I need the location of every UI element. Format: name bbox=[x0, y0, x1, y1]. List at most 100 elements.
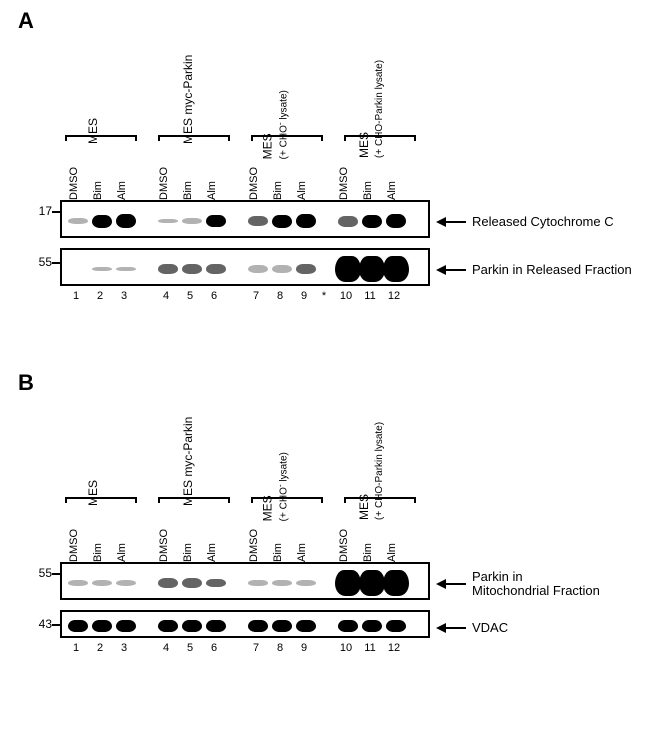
blot-band bbox=[158, 264, 178, 274]
blot-band bbox=[383, 570, 409, 596]
blot-band bbox=[386, 620, 406, 632]
blot-band bbox=[68, 620, 88, 632]
blot-band bbox=[116, 267, 136, 271]
lane-number: 4 bbox=[154, 642, 178, 654]
treatment-label: Bim bbox=[272, 181, 284, 200]
treatment-label: Alm bbox=[386, 181, 398, 200]
treatment-label: DMSO bbox=[338, 529, 350, 562]
group-label-sub: (+ CHO- lysate) bbox=[279, 90, 290, 159]
lane-number: 11 bbox=[358, 642, 382, 654]
group-bar bbox=[344, 497, 416, 499]
blot-band bbox=[359, 256, 385, 282]
mw-marker: 43 bbox=[24, 617, 52, 631]
blot-band bbox=[296, 264, 316, 274]
blot-band bbox=[338, 620, 358, 632]
arrow-vdac: VDAC bbox=[436, 620, 508, 635]
blot-band bbox=[92, 267, 112, 271]
blot-band bbox=[182, 218, 202, 224]
group-label: MES (+ CHO-Parkin lysate) bbox=[357, 60, 385, 158]
arrow-shaft bbox=[444, 269, 466, 271]
treatment-label: Bim bbox=[272, 543, 284, 562]
blot-band bbox=[158, 620, 178, 632]
mw-marker: 55 bbox=[24, 255, 52, 269]
blot-band bbox=[206, 215, 226, 228]
treatment-label: Alm bbox=[296, 543, 308, 562]
treatment-label: Bim bbox=[92, 543, 104, 562]
treatment-label: Alm bbox=[116, 543, 128, 562]
lane-number: 9 bbox=[292, 642, 316, 654]
blot-band bbox=[248, 580, 268, 587]
lane-number: 2 bbox=[88, 290, 112, 302]
lane-number: 12 bbox=[382, 290, 406, 302]
treatment-label: Alm bbox=[206, 543, 218, 562]
blot-band bbox=[182, 264, 202, 274]
mw-tick bbox=[52, 624, 60, 626]
blot-band bbox=[116, 580, 136, 585]
blot-band bbox=[296, 580, 316, 586]
lane-number: 5 bbox=[178, 290, 202, 302]
blot-released-cytc bbox=[60, 200, 430, 238]
blot-band bbox=[92, 620, 112, 632]
blot-band bbox=[68, 580, 88, 586]
blot-vdac bbox=[60, 610, 430, 638]
lane-number: 3 bbox=[112, 290, 136, 302]
treatment-label: Bim bbox=[182, 543, 194, 562]
group-bar bbox=[65, 135, 137, 137]
treatment-label: Alm bbox=[296, 181, 308, 200]
lane-number: 1 bbox=[64, 642, 88, 654]
blot-band bbox=[248, 216, 268, 226]
lane-number: 3 bbox=[112, 642, 136, 654]
panel-a-label: A bbox=[18, 8, 34, 34]
blot-band bbox=[206, 264, 226, 274]
blot-band bbox=[272, 215, 292, 228]
group-label: MES myc-Parkin bbox=[181, 417, 195, 506]
blot-band bbox=[206, 620, 226, 632]
blot-band bbox=[296, 214, 316, 228]
blot-band bbox=[68, 218, 88, 224]
treatment-label: Bim bbox=[362, 543, 374, 562]
treatment-label: Alm bbox=[116, 181, 128, 200]
treatment-label: Alm bbox=[206, 181, 218, 200]
blot-band bbox=[338, 216, 358, 227]
blot-band bbox=[248, 620, 268, 632]
lane-asterisk: * bbox=[318, 290, 330, 302]
group-label: MES myc-Parkin bbox=[181, 55, 195, 144]
treatment-label: Bim bbox=[92, 181, 104, 200]
lane-number: 10 bbox=[334, 642, 358, 654]
arrow-label: Parkin inMitochondrial Fraction bbox=[472, 570, 600, 599]
group-label: MES bbox=[86, 118, 100, 144]
blot-parkin-mito bbox=[60, 562, 430, 600]
treatment-label: DMSO bbox=[158, 529, 170, 562]
blot-band bbox=[359, 570, 385, 596]
lane-number: 4 bbox=[154, 290, 178, 302]
blot-band bbox=[158, 578, 178, 588]
treatment-label: Bim bbox=[362, 181, 374, 200]
panel-b-label: B bbox=[18, 370, 34, 396]
group-bar bbox=[65, 497, 137, 499]
blot-band bbox=[92, 215, 112, 228]
treatment-label: DMSO bbox=[248, 529, 260, 562]
blot-band bbox=[362, 620, 382, 632]
treatment-label: DMSO bbox=[68, 167, 80, 200]
group-bar bbox=[158, 497, 230, 499]
treatment-label: Bim bbox=[182, 181, 194, 200]
group-label: MES (+ CHO-Parkin lysate) bbox=[357, 422, 385, 520]
blot-band bbox=[182, 578, 202, 588]
treatment-label: DMSO bbox=[158, 167, 170, 200]
blot-band bbox=[272, 580, 292, 586]
group-label: MES (+ CHO- lysate) bbox=[261, 452, 290, 521]
blot-band bbox=[335, 256, 361, 282]
blot-parkin-released bbox=[60, 248, 430, 286]
treatment-label: DMSO bbox=[68, 529, 80, 562]
blot-band bbox=[272, 265, 292, 273]
blot-band bbox=[362, 215, 382, 228]
blot-band bbox=[386, 214, 406, 228]
group-label: MES bbox=[86, 480, 100, 506]
mw-tick bbox=[52, 573, 60, 575]
group-bar bbox=[251, 135, 323, 137]
lane-number: 8 bbox=[268, 290, 292, 302]
blot-band bbox=[335, 570, 361, 596]
lane-number: 6 bbox=[202, 642, 226, 654]
group-bar bbox=[158, 135, 230, 137]
blot-band bbox=[248, 265, 268, 273]
